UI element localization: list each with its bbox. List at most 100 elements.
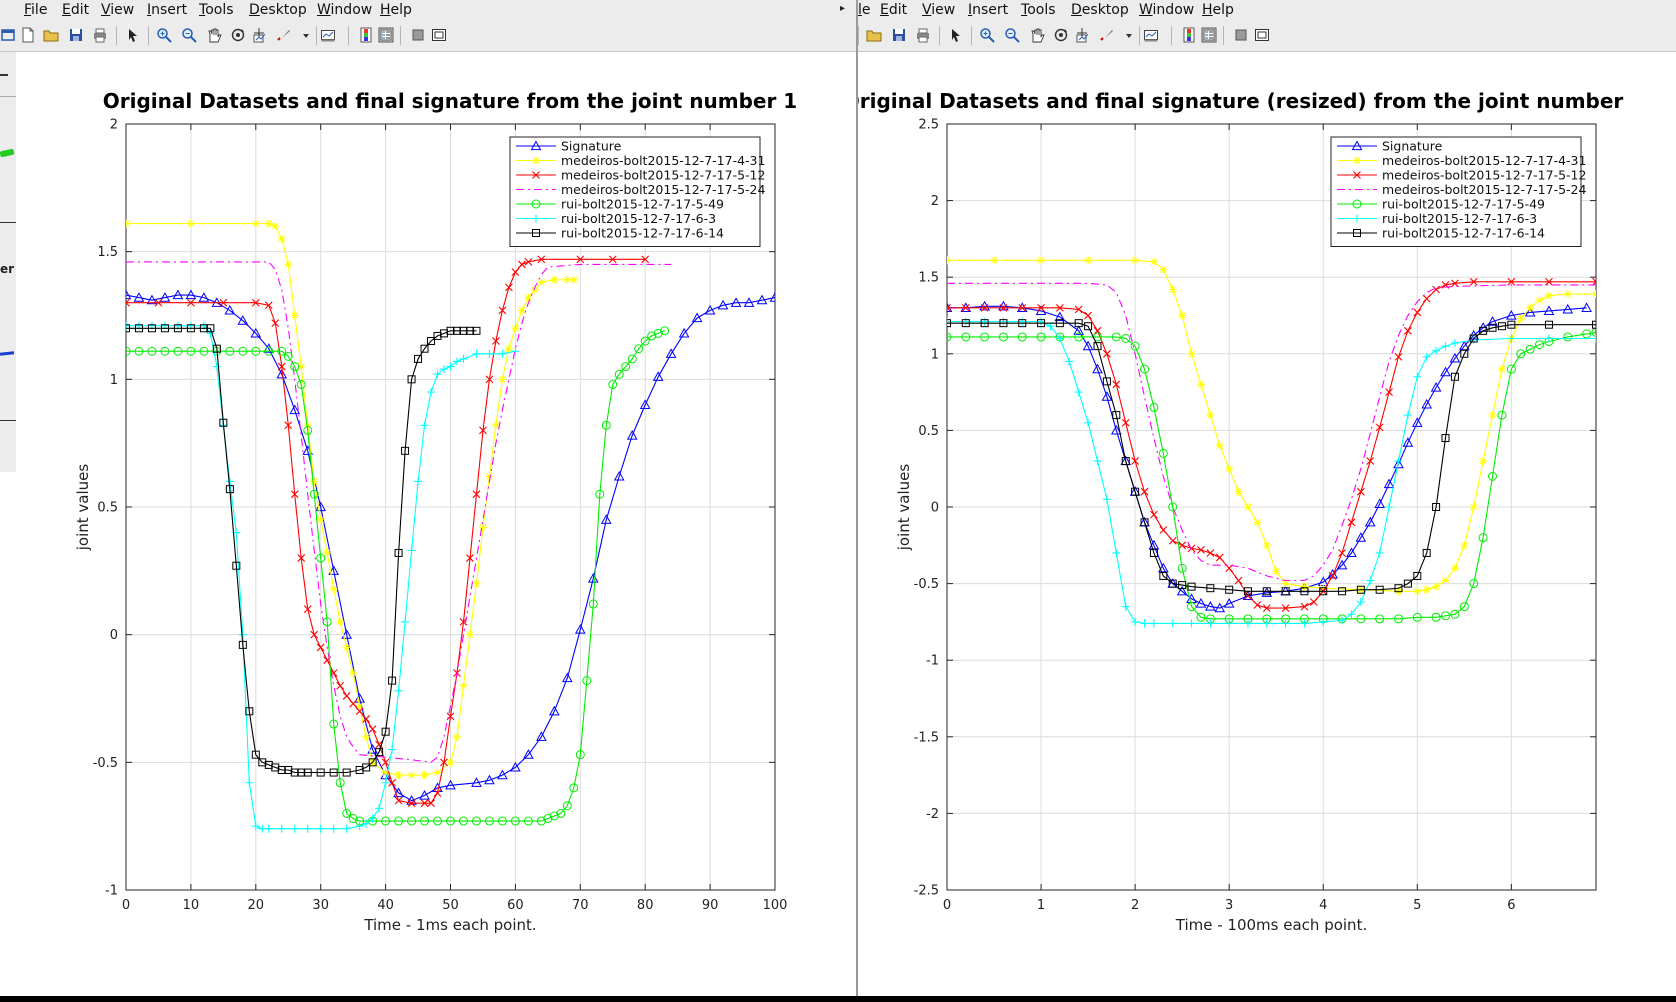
data-point-marker: [310, 477, 319, 486]
dropdown-arrow-icon[interactable]: [298, 27, 309, 43]
colorbar-icon[interactable]: [358, 27, 374, 43]
data-point-marker: [1159, 571, 1168, 580]
print-icon[interactable]: [915, 27, 931, 43]
data-point-marker: [1187, 619, 1196, 628]
data-point-marker: [1055, 303, 1064, 312]
data-point-marker: [1394, 457, 1403, 466]
data-point-marker: [543, 814, 553, 824]
data-point-marker: [1460, 541, 1469, 550]
series-line: [126, 325, 516, 830]
rotate-icon[interactable]: [230, 27, 246, 43]
dock-icon[interactable]: [0, 27, 16, 43]
zoom-out-icon[interactable]: [1004, 27, 1020, 43]
legend-icon[interactable]: [1201, 27, 1217, 43]
x-tick-label: 0: [122, 898, 130, 913]
data-point-marker: [536, 731, 547, 741]
menu-edit[interactable]: Edit: [880, 2, 908, 18]
data-point-marker: [1347, 518, 1356, 527]
data-point-marker: [1352, 199, 1362, 209]
data-point-marker: [1338, 616, 1347, 625]
new-figure-icon[interactable]: [20, 27, 36, 43]
show-tools-icon[interactable]: [431, 27, 447, 43]
menu-tools[interactable]: Tools: [199, 2, 234, 18]
show-tools-icon[interactable]: [1254, 27, 1270, 43]
menu-file-partial[interactable]: le: [858, 2, 871, 18]
data-point-marker: [362, 715, 371, 723]
brush-icon[interactable]: [1099, 27, 1115, 43]
data-point-marker: [531, 199, 541, 209]
menu-help[interactable]: Help: [1202, 2, 1234, 18]
menu-bar-left: File Edit View Insert Tools Desktop Wind…: [0, 0, 856, 20]
menu-window[interactable]: Window: [317, 2, 373, 18]
menu-insert[interactable]: Insert: [968, 2, 1009, 18]
data-point-marker: [219, 418, 228, 427]
data-point-marker: [316, 768, 325, 777]
zoom-in-icon[interactable]: [979, 27, 995, 43]
menu-insert[interactable]: Insert: [147, 2, 188, 18]
data-point-marker: [530, 140, 542, 151]
open-icon[interactable]: [866, 27, 882, 43]
data-cursor-icon[interactable]: [253, 27, 269, 43]
data-point-marker: [1544, 291, 1553, 300]
link-plot-icon[interactable]: [1143, 27, 1159, 43]
plot-right[interactable]: Original Datasets and final signature (r…: [858, 52, 1676, 996]
link-plot-icon[interactable]: [320, 27, 336, 43]
data-point-marker: [504, 344, 513, 353]
menu-window[interactable]: Window: [1139, 2, 1195, 18]
data-point-marker: [1197, 546, 1205, 554]
pan-icon[interactable]: [206, 27, 222, 43]
zoom-in-icon[interactable]: [156, 27, 172, 43]
data-point-marker: [342, 643, 351, 652]
zoom-out-icon[interactable]: [181, 27, 197, 43]
data-point-marker: [518, 260, 526, 269]
data-point-marker: [362, 763, 371, 772]
print-icon[interactable]: [92, 27, 108, 43]
menu-desktop[interactable]: Desktop: [1071, 2, 1129, 18]
open-icon[interactable]: [43, 27, 59, 43]
data-point-marker: [414, 477, 423, 486]
data-point-marker: [276, 368, 288, 379]
colorbar-icon[interactable]: [1181, 27, 1197, 43]
data-point-marker: [446, 758, 455, 767]
window-arrow-icon[interactable]: ▸: [840, 3, 846, 14]
data-point-marker: [1017, 332, 1027, 342]
rotate-icon[interactable]: [1053, 27, 1069, 43]
data-point-marker: [1346, 547, 1357, 558]
data-point-marker: [556, 808, 566, 818]
pan-icon[interactable]: [1029, 27, 1045, 43]
menu-desktop[interactable]: Desktop: [249, 2, 307, 18]
data-point-marker: [1394, 584, 1403, 593]
select-arrow-icon[interactable]: [948, 27, 964, 43]
save-icon[interactable]: [891, 27, 907, 43]
legend-icon[interactable]: [378, 27, 394, 43]
menu-tools[interactable]: Tools: [1021, 2, 1056, 18]
data-cursor-icon[interactable]: [1076, 27, 1092, 43]
legend-label: medeiros-bolt2015-12-7-17-5-12: [561, 168, 765, 183]
menu-edit[interactable]: Edit: [62, 2, 90, 18]
data-point-marker: [1366, 576, 1375, 585]
select-arrow-icon[interactable]: [125, 27, 141, 43]
data-point-marker: [1581, 302, 1592, 312]
data-point-marker: [1413, 308, 1422, 317]
menu-view[interactable]: View: [922, 2, 956, 18]
data-point-marker: [1430, 381, 1442, 392]
legend[interactable]: Signaturemedeiros-bolt2015-12-7-17-4-31m…: [1330, 136, 1586, 247]
save-icon[interactable]: [68, 27, 84, 43]
data-point-marker: [1440, 366, 1451, 377]
menu-help[interactable]: Help: [380, 2, 412, 18]
hide-tools-icon[interactable]: [1233, 27, 1249, 43]
menu-view[interactable]: View: [101, 2, 135, 18]
legend[interactable]: Signaturemedeiros-bolt2015-12-7-17-4-31m…: [509, 136, 765, 247]
legend-label: rui-bolt2015-12-7-17-6-14: [1382, 226, 1545, 241]
menu-file[interactable]: File: [24, 2, 48, 18]
data-point-marker: [990, 256, 999, 265]
data-point-marker: [524, 293, 533, 302]
data-point-marker: [639, 399, 651, 409]
data-point-marker: [1459, 602, 1469, 612]
brush-icon[interactable]: [276, 27, 292, 43]
dropdown-arrow-icon[interactable]: [1121, 27, 1132, 43]
data-point-marker: [251, 298, 260, 307]
hide-tools-icon[interactable]: [410, 27, 426, 43]
plot-left[interactable]: Original Datasets and final signature fr…: [0, 52, 854, 996]
data-point-marker: [1243, 503, 1252, 511]
